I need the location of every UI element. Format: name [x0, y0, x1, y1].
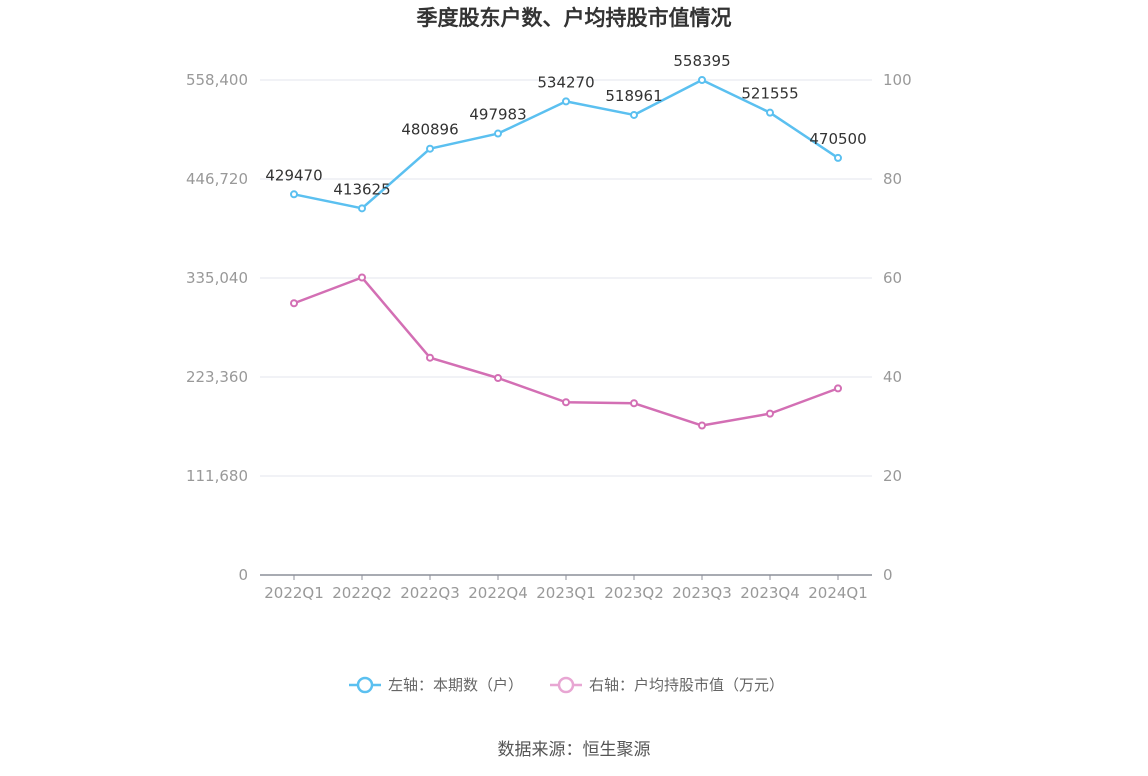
series-lines	[293, 78, 839, 427]
data-label: 534270	[537, 73, 594, 91]
data-point-right	[698, 421, 706, 430]
data-point-left	[698, 76, 706, 85]
data-point-right	[290, 299, 298, 308]
legend-marker-left	[356, 676, 374, 694]
data-point-right	[562, 398, 570, 407]
y-right-tick-label: 80	[883, 170, 902, 188]
source-note: 数据来源：恒生聚源	[498, 740, 651, 760]
x-tick-label: 2023Q2	[604, 584, 664, 602]
y-left-tick-label: 558,400	[186, 71, 248, 89]
data-point-right	[494, 373, 502, 382]
y-left-tick-label: 111,680	[186, 467, 248, 485]
data-label: 518961	[605, 87, 662, 105]
data-label: 521555	[741, 85, 798, 103]
x-tick-label: 2022Q3	[400, 584, 460, 602]
y-right-tick-label: 60	[883, 269, 902, 287]
data-label: 413625	[333, 180, 390, 198]
data-label: 470500	[809, 130, 866, 148]
x-tick-label: 2024Q1	[808, 584, 868, 602]
data-label: 429470	[265, 166, 322, 184]
y-right-tick-label: 20	[883, 467, 902, 485]
data-point-left	[562, 97, 570, 106]
data-label: 497983	[469, 106, 526, 124]
y-left-tick-label: 0	[238, 566, 248, 584]
grid	[260, 79, 872, 477]
data-point-left	[426, 144, 434, 153]
y-left-tick-label: 446,720	[186, 170, 248, 188]
chart-title: 季度股东户数、户均持股市值情况	[417, 6, 732, 30]
axes: 0 0 111,680 20 223,360 40 335,040 60 446,720 80 55…	[186, 71, 912, 602]
legend-item-left[interactable]: 左轴：本期数（户）	[349, 676, 523, 694]
x-tick-label: 2023Q1	[536, 584, 596, 602]
data-point-right	[358, 273, 366, 282]
data-point-left	[290, 190, 298, 199]
legend-marker-right	[557, 676, 575, 694]
legend-label-left: 左轴：本期数（户）	[388, 676, 523, 694]
data-point-left	[358, 204, 366, 213]
legend[interactable]: 左轴：本期数（户） 右轴：户均持股市值（万元）	[349, 676, 784, 694]
x-tick-label: 2022Q4	[468, 584, 528, 602]
y-left-tick-label: 223,360	[186, 368, 248, 386]
y-right-tick-label: 0	[883, 566, 893, 584]
data-point-right	[426, 353, 434, 362]
data-point-left	[494, 129, 502, 138]
data-label: 480896	[401, 121, 458, 139]
data-point-right	[766, 409, 774, 418]
x-tick-label: 2022Q2	[332, 584, 392, 602]
x-tick-label: 2022Q1	[264, 584, 324, 602]
x-tick-label: 2023Q4	[740, 584, 800, 602]
data-point-left	[630, 110, 638, 119]
y-left-tick-label: 335,040	[186, 269, 248, 287]
data-point-left	[834, 153, 842, 162]
data-labels: 429470 413625 480896 497983 534270 518961 5583…	[265, 52, 866, 198]
data-point-right	[834, 384, 842, 393]
y-right-tick-label: 100	[883, 71, 912, 89]
data-point-left	[766, 108, 774, 117]
y-right-tick-label: 40	[883, 368, 902, 386]
data-point-right	[630, 399, 638, 408]
x-tick-label: 2023Q3	[672, 584, 732, 602]
legend-item-right[interactable]: 右轴：户均持股市值（万元）	[550, 676, 784, 694]
series-points	[290, 76, 842, 430]
legend-label-right: 右轴：户均持股市值（万元）	[589, 676, 784, 694]
data-label: 558395	[673, 52, 730, 70]
